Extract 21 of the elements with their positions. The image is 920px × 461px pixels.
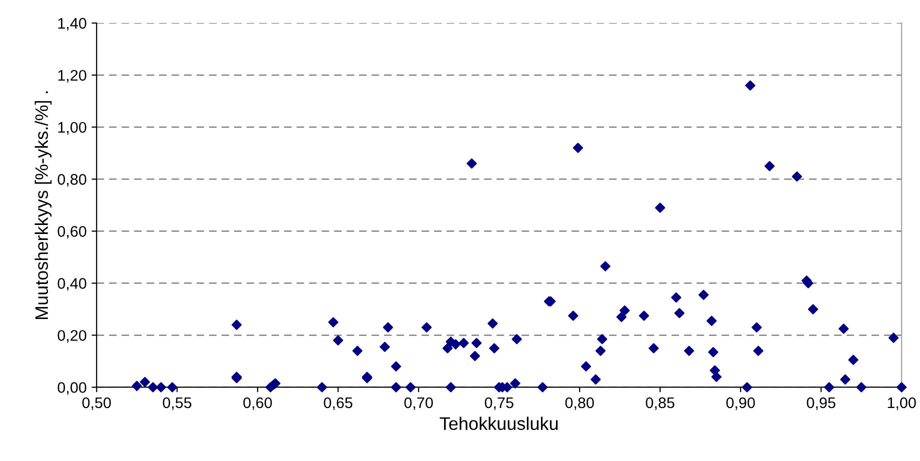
x-tick-label: 0,75 <box>484 397 514 410</box>
y-tick-label: 1,20 <box>58 70 86 83</box>
x-tick-label: 1,00 <box>888 397 916 410</box>
x-tick-label: 0,80 <box>565 397 594 410</box>
y-tick-label: 1,00 <box>58 122 86 135</box>
y-tick-label: 1,40 <box>58 18 86 31</box>
x-tick-label: 0,55 <box>162 397 192 410</box>
x-tick-label: 0,90 <box>726 397 755 410</box>
y-tick-label: 0,40 <box>58 278 86 291</box>
x-tick-label: 0,85 <box>646 397 674 410</box>
x-axis-title: Tehokkuusluku <box>440 416 558 430</box>
y-axis-title: Muutosherkkyys [%-yks./%] . <box>34 91 52 320</box>
y-tick-label: 0,20 <box>58 330 86 343</box>
x-tick-label: 0,70 <box>404 397 433 410</box>
x-tick-label: 0,95 <box>806 397 836 410</box>
x-tick-label: 0,50 <box>82 397 111 410</box>
y-tick-label: 0,80 <box>58 174 86 187</box>
x-tick-label: 0,60 <box>243 397 272 410</box>
x-tick-label: 0,65 <box>324 397 352 410</box>
y-tick-label: 0,60 <box>58 226 86 239</box>
y-tick-label: 0,00 <box>58 382 86 395</box>
